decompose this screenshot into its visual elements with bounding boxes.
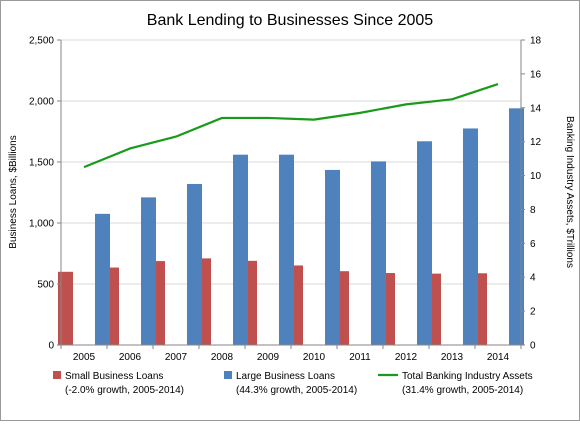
legend-label: Small Business Loans <box>65 371 163 382</box>
x-tick-label: 2005 <box>73 352 96 363</box>
large-loans-bar-2011 <box>371 161 386 345</box>
small-loans-bar-2005 <box>58 271 73 345</box>
y-left-tick-label: 0 <box>48 341 54 352</box>
chart-title: Bank Lending to Businesses Since 2005 <box>147 12 434 29</box>
y-right-tick-label: 12 <box>530 137 542 148</box>
y-right-tick-label: 0 <box>530 341 536 352</box>
large-loans-bar-2010 <box>325 169 340 345</box>
x-tick-label: 2014 <box>487 352 510 363</box>
large-loans-bar-2012 <box>417 141 432 345</box>
legend: Small Business Loans (-2.0% growth, 2005-… <box>53 371 533 396</box>
y-left-tick-label: 2,500 <box>29 36 54 47</box>
x-tick-label: 2010 <box>303 352 326 363</box>
legend-note: (-2.0% growth, 2005-2014) <box>65 385 184 396</box>
large-loans-bar-2006 <box>141 197 156 345</box>
x-tick-label: 2006 <box>119 352 142 363</box>
legend-label: Large Business Loans <box>236 371 335 382</box>
x-tick-label: 2008 <box>211 352 234 363</box>
y-left-tick-label: 2,000 <box>29 97 54 108</box>
legend-label: Total Banking Industry Assets <box>402 371 533 382</box>
legend-note: (44.3% growth, 2005-2014) <box>236 385 357 396</box>
y-right-tick-label: 18 <box>530 36 542 47</box>
y-left-tick-label: 500 <box>37 280 54 291</box>
y-right-tick-label: 2 <box>530 307 536 318</box>
large-loans-bar-2014 <box>509 108 524 345</box>
x-tick-label: 2011 <box>349 352 371 363</box>
legend-total-assets: Total Banking Industry Assets (31.4% grow… <box>378 371 533 396</box>
legend-large-loans: Large Business Loans (44.3% growth, 2005-… <box>224 371 357 396</box>
bars <box>58 108 524 345</box>
x-tick-label: 2009 <box>257 352 280 363</box>
y-right-tick-label: 4 <box>530 273 536 284</box>
y-right-tick-label: 16 <box>530 69 542 80</box>
y-axis-left-label: Business Loans, $Billions <box>8 135 19 248</box>
x-tick-label: 2012 <box>395 352 418 363</box>
y-axis-right-label: Banking Industry Assets, $Trillions <box>564 116 575 268</box>
legend-swatch <box>224 371 232 379</box>
y-right-tick-label: 10 <box>530 171 542 182</box>
legend-small-loans: Small Business Loans (-2.0% growth, 2005-… <box>53 371 184 396</box>
x-tick-label: 2013 <box>441 352 464 363</box>
large-loans-bar-2008 <box>233 154 248 345</box>
large-loans-bar-2005 <box>95 213 110 345</box>
asset-line <box>83 83 499 169</box>
x-tick-label: 2007 <box>165 352 188 363</box>
legend-note: (31.4% growth, 2005-2014) <box>402 385 523 396</box>
total-assets-line <box>83 83 499 169</box>
large-loans-bar-2007 <box>187 183 202 345</box>
large-loans-bar-2013 <box>463 128 478 345</box>
large-loans-bar-2009 <box>279 154 294 345</box>
y-left-tick-label: 1,500 <box>29 158 54 169</box>
legend-swatch <box>53 371 61 379</box>
axes: 0 500 1,000 1,500 2,000 2,500 0 2 4 6 8 10 12 14 16 18 2… <box>29 36 542 364</box>
y-right-tick-label: 6 <box>530 239 536 250</box>
y-right-tick-label: 8 <box>530 205 536 216</box>
y-left-tick-label: 1,000 <box>29 219 54 230</box>
y-right-tick-label: 14 <box>530 103 542 114</box>
